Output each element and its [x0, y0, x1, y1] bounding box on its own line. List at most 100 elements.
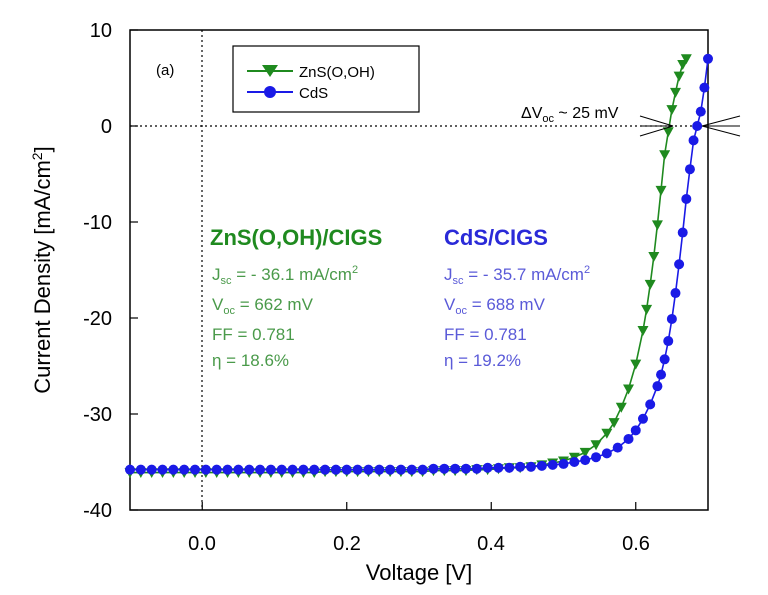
zns-data-point [608, 418, 620, 429]
cds-data-point [385, 464, 396, 475]
cds-data-point [547, 459, 558, 470]
legend-zns-label: ZnS(O,OH) [299, 64, 375, 81]
y-tick-label: -30 [83, 404, 112, 426]
zns-data-point [651, 220, 663, 231]
cds-data-point [222, 464, 233, 475]
cds-data-point [536, 460, 547, 471]
cds-eta: η = 19.2% [444, 351, 521, 370]
cds-data-point [125, 464, 135, 475]
zns-ff: FF = 0.781 [212, 325, 295, 344]
cds-data-point [677, 227, 688, 238]
delta-voc-annotation: ΔVoc ~ 25 mV [521, 105, 619, 125]
cds-data-point [395, 464, 406, 475]
x-tick-label: 0.0 [188, 533, 216, 555]
zns-jsc: Jsc = - 36.1 mA/cm2 [212, 264, 358, 287]
cds-ff: FF = 0.781 [444, 325, 527, 344]
plot-frame [129, 29, 709, 511]
y-axis-label: Current Density [mA/cm2] [29, 146, 55, 393]
y-tick-label: -40 [83, 500, 112, 522]
cds-data-point [244, 464, 255, 475]
panel-label: (a) [156, 62, 174, 79]
cds-data-point [699, 82, 710, 93]
cds-data-point [692, 121, 703, 131]
zns-data-point [590, 440, 602, 451]
cds-data-point [450, 463, 461, 474]
cds-data-point [482, 462, 493, 473]
cds-data-point [493, 462, 504, 473]
zns-data-point [669, 87, 681, 98]
y-tick-label: -20 [83, 308, 112, 330]
cds-data-point [352, 464, 363, 475]
cds-data-point [265, 464, 276, 475]
cds-data-point [652, 381, 663, 392]
cds-data-point [287, 464, 298, 475]
cds-data-point [276, 464, 287, 475]
cds-data-point [439, 463, 450, 474]
cds-data-point [406, 464, 417, 475]
legend-cds-marker [264, 86, 276, 98]
cds-data-point [157, 464, 168, 475]
cds-data-point [630, 425, 641, 436]
legend: ZnS(O,OH) CdS [232, 45, 420, 113]
cds-data-point [233, 464, 244, 475]
cds-data-point [179, 464, 190, 475]
zns-data-point [662, 127, 674, 138]
x-tick-label: 0.6 [622, 533, 650, 555]
cds-data-point [580, 455, 591, 466]
x-tick-label: 0.2 [333, 533, 361, 555]
cds-data-point [612, 442, 623, 453]
zns-data-point [644, 279, 656, 290]
x-tick-label: 0.4 [477, 533, 505, 555]
zns-data-point [673, 71, 685, 82]
zns-data-point [659, 150, 671, 161]
cds-data-point [363, 464, 374, 475]
zns-data-point [641, 304, 653, 315]
cds-data-point [659, 354, 670, 365]
zns-title: ZnS(O,OH)/CIGS [210, 225, 382, 250]
cds-data-point [637, 413, 648, 424]
zns-data-point [601, 428, 613, 439]
cds-data-point [703, 53, 713, 64]
cds-data-point [601, 448, 612, 459]
zns-data-point [637, 325, 649, 336]
cds-data-point [298, 464, 309, 475]
zns-voc: Voc = 662 mV [212, 295, 314, 317]
cds-data-point [309, 464, 320, 475]
cds-data-point [471, 463, 482, 474]
cds-data-point [417, 464, 428, 475]
cds-data-point [670, 288, 681, 299]
zns-data-point [579, 447, 591, 458]
cds-data-point [168, 464, 179, 475]
x-axis-label: Voltage [V] [366, 560, 472, 585]
cds-data-point [330, 464, 341, 475]
cds-data-point [190, 464, 201, 475]
cds-data-point [663, 336, 674, 347]
cds-title: CdS/CIGS [444, 225, 548, 250]
cds-data-point [666, 313, 677, 324]
cds-data-point [688, 135, 699, 146]
legend-zns-marker [262, 65, 278, 77]
y-tick-label: 10 [90, 20, 112, 42]
cds-data-point [428, 463, 439, 474]
delta-voc-arrows [639, 115, 741, 137]
cds-data-point [695, 106, 706, 117]
cds-data-point [645, 399, 656, 410]
cds-data-point [211, 464, 222, 475]
cds-data-point [515, 461, 526, 472]
cds-data-point [623, 433, 634, 444]
cds-data-point [674, 259, 685, 270]
cds-annotation: CdS/CIGS Jsc = - 35.7 mA/cm2 Voc = 688 m… [444, 225, 590, 370]
cds-data-point [255, 464, 266, 475]
cds-data-point [591, 452, 602, 463]
y-tick-label: 0 [101, 116, 112, 138]
cds-data-point [320, 464, 331, 475]
cds-voc: Voc = 688 mV [444, 295, 546, 317]
cds-series [125, 53, 713, 475]
zns-data-point [648, 252, 660, 263]
legend-cds-label: CdS [299, 85, 328, 102]
cds-data-point [146, 464, 157, 475]
zns-annotation: ZnS(O,OH)/CIGS Jsc = - 36.1 mA/cm2 Voc =… [210, 225, 382, 370]
y-tick-label: -10 [83, 212, 112, 234]
legend-box [232, 45, 420, 113]
